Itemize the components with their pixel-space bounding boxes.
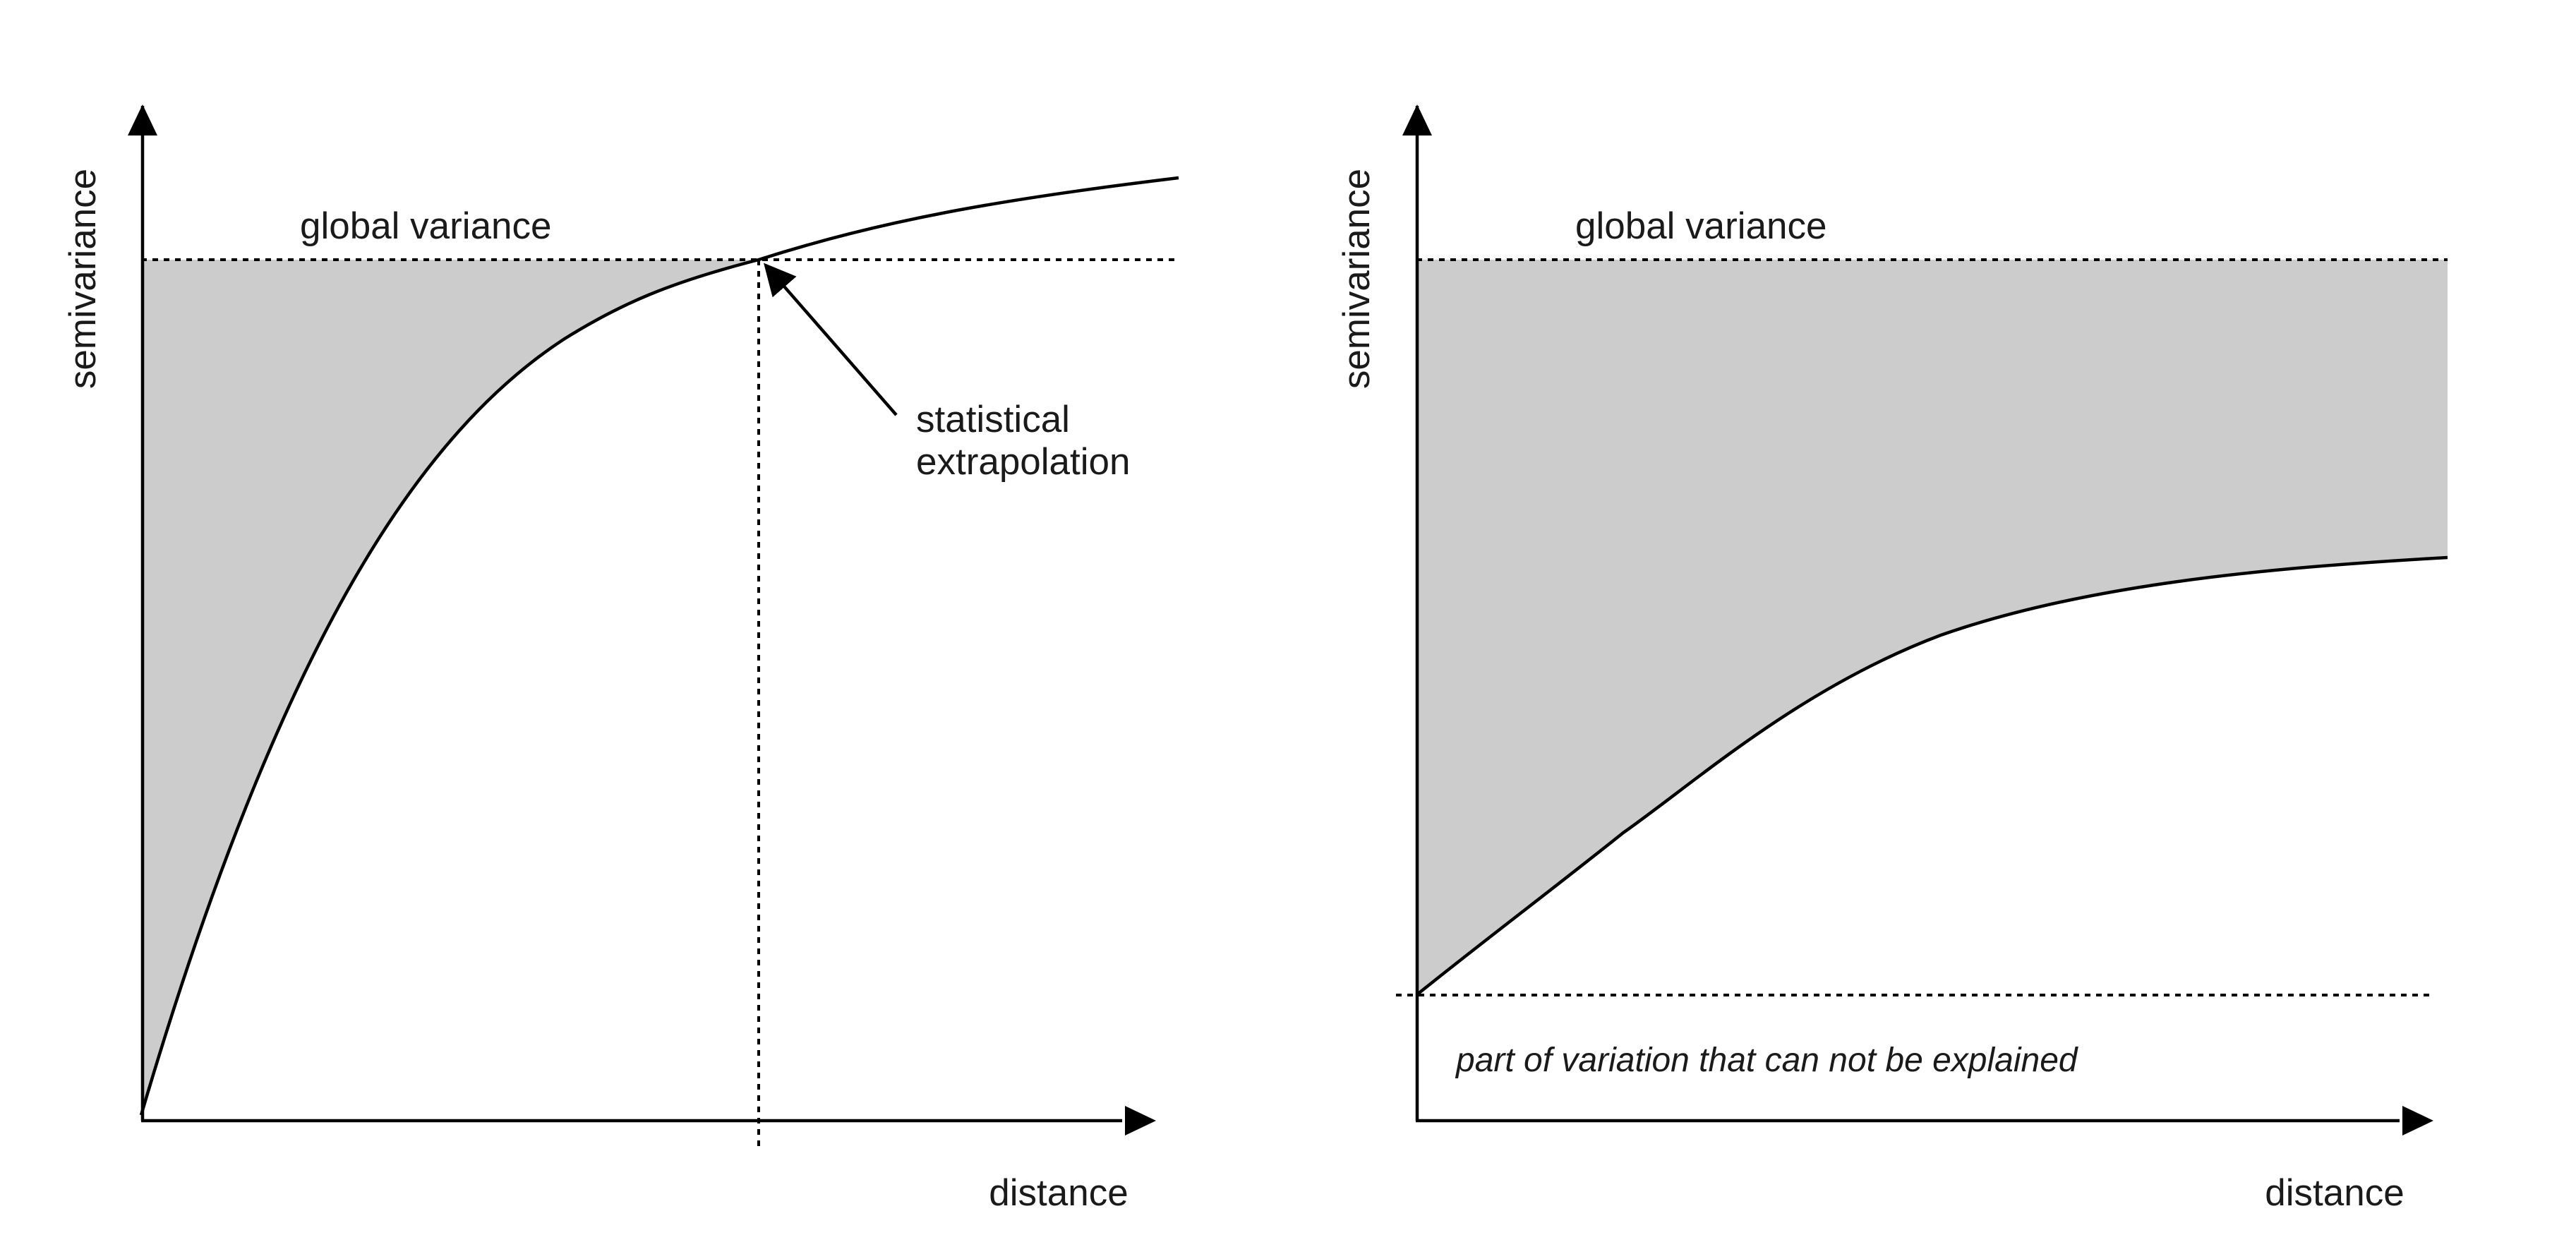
left-shaded-region [141,260,759,1115]
right-nugget-label: part of variation that can not be explai… [1455,1042,2078,1079]
left-semivariogram-curve [139,176,1179,1116]
right-y-axis-label: semivariance [1336,169,1378,389]
left-y-axis-arrowhead [128,104,157,135]
left-x-axis-label: distance [989,1172,1128,1214]
right-shaded-region [1416,260,2448,995]
right-global-variance-label: global variance [1575,205,1827,247]
left-panel: semivariance distance global variance st… [62,104,1179,1214]
right-semivariogram-curve [1415,555,2448,996]
left-x-axis-arrowhead [1125,1106,1156,1135]
left-annotation-arrow [764,263,898,416]
right-x-axis-label: distance [2265,1172,2404,1214]
left-y-axis-label: semivariance [62,169,104,389]
left-annotation-text-line2: extrapolation [916,441,1130,483]
right-x-axis-arrowhead [2402,1106,2433,1135]
right-y-axis-arrowhead [1402,104,1432,135]
left-global-variance-label: global variance [300,205,552,247]
right-panel: semivariance distance global variance pa… [1336,104,2448,1214]
left-annotation-text-line1: statistical [916,399,1070,440]
